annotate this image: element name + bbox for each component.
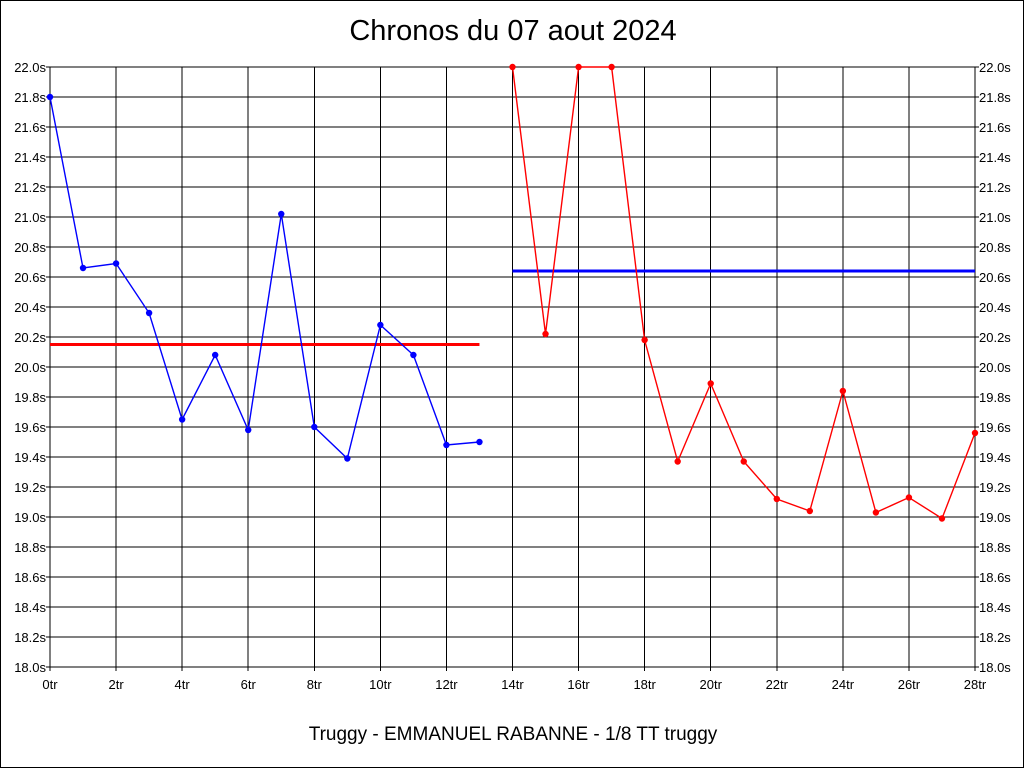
data-point	[674, 458, 681, 465]
y-tick-label-left: 19.8s	[14, 390, 46, 405]
y-tick-label-left: 18.6s	[14, 570, 46, 585]
x-tick-label: 20tr	[700, 677, 723, 692]
y-tick-label-right: 21.6s	[979, 120, 1011, 135]
y-tick-label-left: 20.8s	[14, 240, 46, 255]
data-point	[575, 63, 582, 71]
x-tick-label: 22tr	[766, 677, 789, 692]
data-point	[707, 380, 714, 387]
data-point	[278, 210, 285, 218]
series-line-1	[49, 96, 480, 460]
y-tick-label-left: 19.6s	[14, 420, 46, 435]
data-point	[410, 351, 417, 359]
y-tick-label-right: 20.2s	[979, 330, 1011, 345]
data-point	[971, 429, 979, 437]
x-tick-label: 28tr	[964, 677, 987, 692]
data-point	[46, 93, 54, 101]
y-tick-label-left: 20.4s	[14, 300, 46, 315]
x-tick-label: 24tr	[832, 677, 855, 692]
y-tick-label-right: 21.8s	[979, 90, 1011, 105]
y-tick-label-left: 22.0s	[14, 60, 46, 75]
data-point	[608, 63, 615, 71]
y-tick-label-right: 21.0s	[979, 210, 1011, 225]
y-tick-label-left: 20.6s	[14, 270, 46, 285]
data-point	[905, 494, 913, 501]
y-tick-label-right: 19.6s	[979, 420, 1011, 435]
x-tick-label: 8tr	[307, 677, 323, 692]
y-tick-label-right: 18.4s	[979, 600, 1011, 615]
y-tick-label-right: 19.4s	[979, 450, 1011, 465]
y-tick-label-right: 20.6s	[979, 270, 1011, 285]
data-point	[839, 387, 847, 395]
y-tick-label-right: 20.8s	[979, 240, 1011, 255]
chart-title: Chronos du 07 aout 2024	[349, 15, 677, 47]
data-point	[806, 507, 814, 515]
y-tick-label-right: 21.2s	[979, 180, 1011, 195]
data-point	[938, 515, 946, 522]
y-tick-label-right: 19.2s	[979, 480, 1011, 495]
data-point	[641, 336, 648, 344]
y-tick-label-right: 18.2s	[979, 630, 1011, 645]
data-point	[211, 351, 219, 359]
data-point	[542, 330, 549, 338]
y-tick-label-right: 18.8s	[979, 540, 1011, 555]
y-tick-label-right: 20.0s	[979, 360, 1011, 375]
y-tick-label-left: 20.0s	[14, 360, 46, 375]
x-tick-label: 10tr	[369, 677, 392, 692]
y-tick-label-left: 21.8s	[14, 90, 46, 105]
data-point	[476, 438, 483, 446]
y-tick-label-right: 20.4s	[979, 300, 1011, 315]
x-tick-label: 0tr	[42, 677, 58, 692]
x-tick-label: 6tr	[241, 677, 257, 692]
y-tick-label-left: 18.0s	[14, 660, 46, 675]
y-tick-label-left: 21.6s	[14, 120, 46, 135]
x-tick-label: 4tr	[175, 677, 191, 692]
y-tick-label-left: 21.2s	[14, 180, 46, 195]
y-tick-label-right: 19.0s	[979, 510, 1011, 525]
x-tick-label: 14tr	[501, 677, 524, 692]
data-point	[79, 264, 87, 272]
y-tick-label-left: 19.0s	[14, 510, 46, 525]
data-point	[245, 426, 252, 434]
data-point	[443, 441, 450, 449]
x-tick-label: 18tr	[633, 677, 656, 692]
y-tick-label-left: 20.2s	[14, 330, 46, 345]
series-line-2	[511, 66, 976, 520]
y-tick-label-left: 18.4s	[14, 600, 46, 615]
data-point	[112, 260, 120, 267]
y-tick-label-left: 18.2s	[14, 630, 46, 645]
x-tick-label: 2tr	[108, 677, 124, 692]
x-tick-label: 16tr	[567, 677, 590, 692]
data-point	[311, 423, 318, 431]
y-tick-label-right: 18.0s	[979, 660, 1011, 675]
y-tick-label-left: 21.4s	[14, 150, 46, 165]
data-point	[377, 321, 384, 329]
y-tick-label-left: 19.2s	[14, 480, 46, 495]
data-point	[773, 495, 780, 503]
y-tick-label-right: 22.0s	[979, 60, 1011, 75]
y-tick-label-right: 21.4s	[979, 150, 1011, 165]
x-tick-label: 12tr	[435, 677, 458, 692]
y-tick-label-left: 19.4s	[14, 450, 46, 465]
y-tick-label-left: 18.8s	[14, 540, 46, 555]
data-point	[509, 63, 516, 71]
chart-caption: Truggy - EMMANUEL RABANNE - 1/8 TT trugg…	[308, 724, 718, 745]
data-point	[740, 458, 747, 465]
y-tick-label-right: 18.6s	[979, 570, 1011, 585]
data-point	[872, 509, 880, 516]
data-point	[344, 455, 351, 462]
data-point	[178, 416, 186, 423]
x-tick-label: 26tr	[898, 677, 921, 692]
data-point	[145, 309, 153, 317]
y-tick-label-left: 21.0s	[14, 210, 46, 225]
y-tick-label-right: 19.8s	[979, 390, 1011, 405]
